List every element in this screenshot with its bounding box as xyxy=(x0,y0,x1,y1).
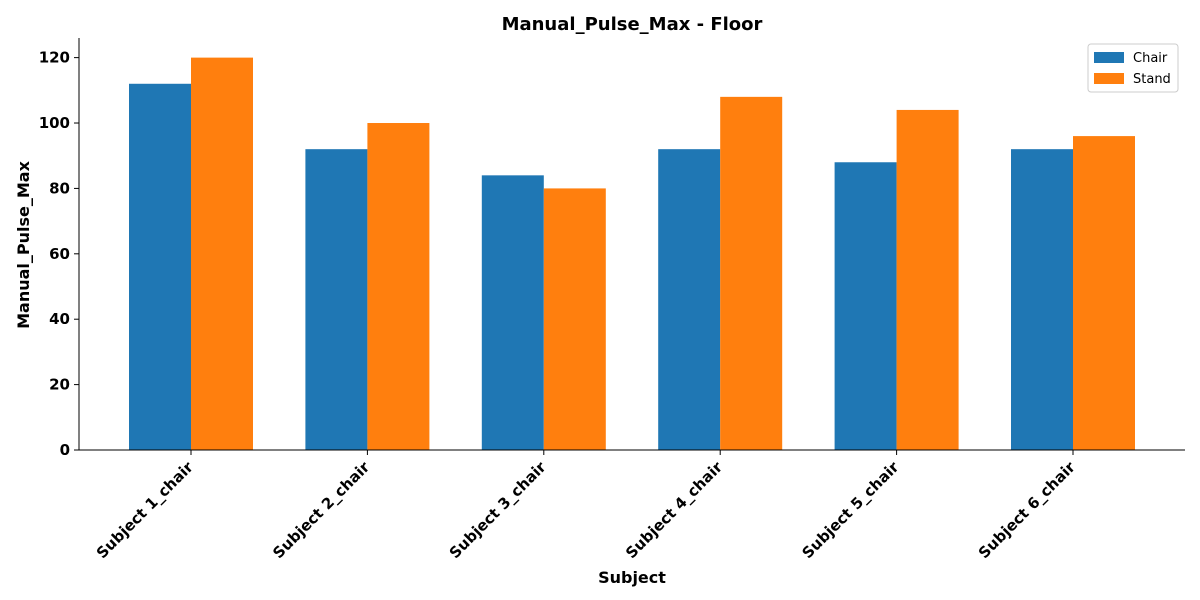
bar-chair-4 xyxy=(658,149,721,450)
chart-title: Manual_Pulse_Max - Floor xyxy=(502,14,763,35)
bar-chair-6 xyxy=(1011,149,1073,450)
x-tick-label: Subject 6_chair xyxy=(975,458,1079,562)
bars-group xyxy=(129,57,1135,451)
y-tick-label: 20 xyxy=(49,376,70,394)
y-tick-label: 120 xyxy=(39,49,70,67)
y-tick-label: 100 xyxy=(39,114,70,132)
legend-swatch-stand xyxy=(1094,73,1124,84)
x-axis-label: Subject xyxy=(598,568,666,587)
axes-group xyxy=(78,38,1185,451)
legend-label-chair: Chair xyxy=(1133,51,1168,66)
x-tick-label: Subject 2_chair xyxy=(269,458,373,562)
bar-chair-5 xyxy=(834,162,897,450)
bar-chair-3 xyxy=(481,175,544,451)
legend-label-stand: Stand xyxy=(1133,72,1171,87)
bar-stand-3 xyxy=(543,188,606,450)
bar-chair-2 xyxy=(305,149,368,450)
legend-swatch-chair xyxy=(1094,52,1124,63)
y-tick-label: 40 xyxy=(49,310,70,328)
x-tick-label: Subject 1_chair xyxy=(93,458,197,562)
x-tick-label: Subject 4_chair xyxy=(622,458,726,562)
bar-stand-1 xyxy=(191,57,253,450)
y-tick-label: 60 xyxy=(49,245,70,263)
legend: Chair Stand xyxy=(1087,43,1179,93)
x-tick-label: Subject 5_chair xyxy=(798,458,902,562)
y-axis-label: Manual_Pulse_Max xyxy=(14,160,33,328)
y-tick-label: 0 xyxy=(60,441,70,459)
y-tick-label: 80 xyxy=(49,179,70,197)
x-tick-label: Subject 3_chair xyxy=(446,458,550,562)
bar-stand-2 xyxy=(367,123,430,451)
bar-stand-4 xyxy=(720,96,783,450)
bar-chair-1 xyxy=(129,83,191,451)
bar-stand-5 xyxy=(896,109,959,450)
bar-stand-6 xyxy=(1073,136,1135,450)
